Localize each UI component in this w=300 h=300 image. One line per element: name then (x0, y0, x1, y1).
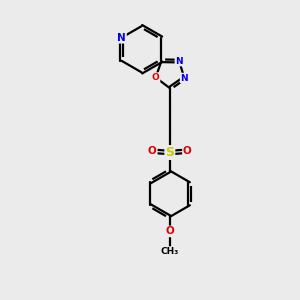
Text: N: N (176, 57, 183, 66)
Text: S: S (165, 146, 174, 159)
Text: N: N (117, 33, 126, 43)
Text: N: N (181, 74, 188, 82)
Text: CH₃: CH₃ (161, 247, 179, 256)
Text: O: O (166, 226, 174, 236)
Text: O: O (148, 146, 157, 156)
Text: O: O (152, 73, 160, 82)
Text: O: O (183, 146, 192, 156)
